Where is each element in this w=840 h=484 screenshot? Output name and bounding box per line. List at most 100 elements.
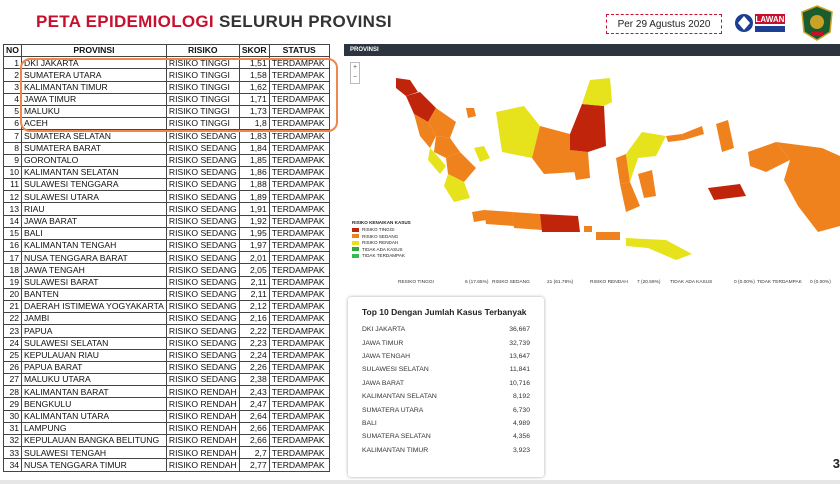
row-no: 6: [3, 117, 22, 131]
row-risiko: RISIKO SEDANG: [165, 141, 240, 155]
row-status: TERDAMPAK: [268, 214, 330, 228]
table-row: 31 LAMPUNG RISIKO RENDAH 2,66 TERDAMPAK: [3, 421, 330, 436]
row-risiko: RISIKO SEDANG: [165, 263, 240, 277]
top10-name: DKI JAKARTA: [362, 326, 406, 334]
zoom-control[interactable]: + −: [350, 62, 360, 84]
row-provinsi: SULAWESI UTARA: [21, 190, 167, 204]
table-row: 34 NUSA TENGGARA TIMUR RISIKO RENDAH 2,77 TE…: [3, 458, 330, 472]
row-no: 11: [3, 178, 22, 192]
region-aceh: [396, 78, 418, 96]
region-bali: [584, 226, 592, 232]
row-provinsi: RIAU: [21, 202, 167, 216]
row-no: 17: [3, 251, 22, 265]
date-box: Per 29 Agustus 2020: [606, 14, 722, 34]
row-status: TERDAMPAK: [268, 263, 330, 277]
row-status: TERDAMPAK: [268, 373, 330, 387]
row-no: 12: [3, 190, 22, 204]
region-kalimantan-barat: [496, 106, 540, 158]
map-panel: PROVINSI + −: [344, 44, 840, 288]
row-risiko: RISIKO SEDANG: [165, 336, 240, 350]
row-provinsi: SULAWESI TENGAH: [21, 446, 167, 460]
summary-sedang-label: RISIKO SEDANG: [492, 280, 530, 285]
legend-item: RISIKO TINGGI: [352, 227, 411, 232]
row-status: TERDAMPAK: [268, 129, 330, 143]
table-row: 16 KALIMANTAN TENGAH RISIKO SEDANG 1,97 TERD…: [3, 238, 330, 253]
summary-rendah-value: 7 (20.59%): [637, 280, 661, 285]
legend-swatch: [352, 253, 359, 258]
row-provinsi: KALIMANTAN TENGAH: [21, 238, 167, 253]
table-row: 28 KALIMANTAN BARAT RISIKO RENDAH 2,43 TERDA…: [3, 385, 330, 399]
top10-name: SUMATERA UTARA: [362, 406, 424, 414]
row-no: 13: [3, 202, 22, 216]
table-row: 5 MALUKU RISIKO TINGGI 1,73 TERDAMPAK: [3, 104, 330, 119]
region-sumatera-utara: [406, 92, 436, 122]
row-risiko: RISIKO SEDANG: [165, 251, 240, 265]
col-status: STATUS: [268, 43, 330, 58]
row-risiko: RISIKO SEDANG: [165, 312, 240, 326]
row-status: TERDAMPAK: [268, 68, 330, 82]
summary-tidak-terdampak-label: TIDAK TERDAMPAK: [757, 280, 802, 285]
region-kalimantan-selatan: [570, 150, 590, 180]
row-risiko: RISIKO SEDANG: [165, 238, 240, 253]
legend-item: TIDAK TERDAMPAK: [352, 253, 411, 258]
row-status: TERDAMPAK: [268, 397, 330, 411]
row-skor: 2,7: [238, 446, 270, 460]
row-risiko: RISIKO TINGGI: [165, 104, 240, 119]
region-ntb: [596, 232, 620, 240]
row-status: TERDAMPAK: [268, 141, 330, 155]
table-header-row: NO PROVINSI RISIKO SKOR STATUS: [3, 43, 330, 58]
row-risiko: RISIKO RENDAH: [165, 446, 240, 460]
region-jawa-barat: [484, 210, 514, 226]
row-skor: 2,12: [238, 299, 270, 314]
row-provinsi: SULAWESI TENGGARA: [21, 178, 167, 192]
top10-row: SULAWESI SELATAN 11,841: [362, 363, 530, 376]
row-skor: 2,05: [238, 263, 270, 277]
title-red: PETA EPIDEMIOLOGI: [36, 12, 214, 31]
table-row: 3 KALIMANTAN TIMUR RISIKO TINGGI 1,62 TERDAM…: [3, 80, 330, 94]
row-no: 23: [3, 324, 22, 338]
row-status: TERDAMPAK: [268, 226, 330, 241]
row-status: TERDAMPAK: [268, 360, 330, 375]
top10-row: BALI 4,989: [362, 417, 530, 430]
region-jawa-timur: [540, 214, 580, 232]
zoom-in-button[interactable]: +: [352, 64, 358, 71]
row-provinsi: KEPULAUAN BANGKA BELITUNG: [21, 433, 167, 448]
row-provinsi: MALUKU UTARA: [21, 373, 167, 387]
row-provinsi: KALIMANTAN UTARA: [21, 409, 167, 423]
row-status: TERDAMPAK: [268, 421, 330, 436]
map-legend: RISIKO KENAIKAN KASUS RISIKO TINGGI RISIK…: [352, 220, 411, 260]
row-no: 32: [3, 433, 22, 448]
table-row: 8 SUMATERA BARAT RISIKO SEDANG 1,84 TERDAMPA…: [3, 141, 330, 155]
table-row: 9 GORONTALO RISIKO SEDANG 1,85 TERDAMPAK: [3, 153, 330, 167]
row-status: TERDAMPAK: [268, 104, 330, 119]
top10-row: SUMATERA SELATAN 4,356: [362, 430, 530, 443]
row-risiko: RISIKO TINGGI: [165, 92, 240, 106]
row-risiko: RISIKO SEDANG: [165, 129, 240, 143]
row-risiko: RISIKO RENDAH: [165, 385, 240, 399]
row-skor: 2,16: [238, 312, 270, 326]
row-provinsi: BENGKULU: [21, 397, 167, 411]
region-bengkulu: [428, 148, 446, 174]
table-row: 29 BENGKULU RISIKO RENDAH 2,47 TERDAMPAK: [3, 397, 330, 411]
province-table: NO PROVINSI RISIKO SKOR STATUS 1 DKI JAKA…: [3, 43, 330, 472]
top10-value: 4,356: [512, 433, 530, 441]
row-skor: 1,86: [238, 165, 270, 180]
row-status: TERDAMPAK: [268, 287, 330, 301]
legend-item: RISIKO SEDANG: [352, 234, 411, 239]
row-no: 14: [3, 214, 22, 228]
row-no: 19: [3, 275, 22, 289]
region-riau: [428, 108, 456, 138]
region-gorontalo: [666, 134, 684, 142]
row-skor: 1,8: [238, 117, 270, 131]
col-skor: SKOR: [238, 43, 270, 58]
top10-value: 36,667: [509, 326, 530, 334]
indonesia-map[interactable]: [344, 56, 840, 288]
row-status: TERDAMPAK: [268, 117, 330, 131]
region-lampung: [444, 174, 470, 202]
row-status: TERDAMPAK: [268, 446, 330, 460]
row-skor: 1,91: [238, 202, 270, 216]
zoom-out-button[interactable]: −: [352, 74, 358, 81]
row-risiko: RISIKO RENDAH: [165, 409, 240, 423]
legend-label: RISIKO TINGGI: [362, 227, 395, 232]
